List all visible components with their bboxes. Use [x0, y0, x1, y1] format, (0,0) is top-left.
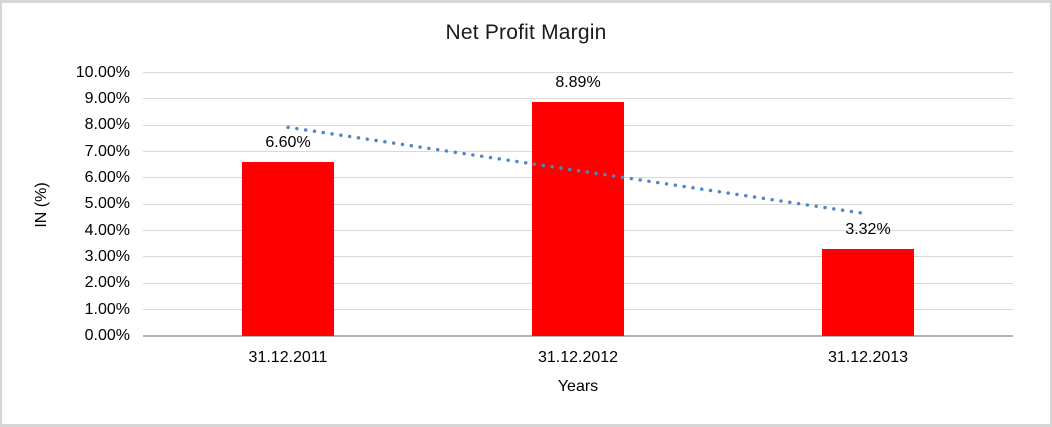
- bar: [532, 101, 624, 336]
- y-tick-label: 0.00%: [84, 327, 130, 344]
- y-tick-label: 2.00%: [84, 274, 130, 292]
- y-tick-label: 6.00%: [84, 168, 130, 186]
- x-category-label: 31.12.2011: [248, 349, 328, 366]
- gridline: [143, 98, 1013, 100]
- y-tick-label: 5.00%: [84, 195, 130, 213]
- y-tick-label: 4.00%: [84, 221, 130, 239]
- x-axis-line: [143, 335, 1013, 337]
- bar-data-label: 8.89%: [555, 73, 601, 91]
- y-tick-label: 3.00%: [84, 247, 130, 265]
- y-tick-label: 10.00%: [75, 63, 130, 81]
- gridline: [143, 72, 1013, 73]
- chart-title: Net Profit Margin: [445, 21, 607, 44]
- x-category-label: 31.12.2013: [827, 349, 909, 366]
- y-tick-label: 9.00%: [84, 89, 130, 107]
- y-tick-label: 1.00%: [84, 300, 130, 318]
- y-tick-label: 7.00%: [84, 142, 130, 160]
- bar: [242, 162, 334, 336]
- x-axis-title: Years: [557, 378, 599, 395]
- y-tick-label: 8.00%: [84, 116, 130, 134]
- x-category-label: 31.12.2012: [537, 349, 619, 366]
- bar: [822, 248, 914, 336]
- bar-data-label: 6.60%: [265, 134, 311, 152]
- bar-data-label: 3.32%: [845, 220, 891, 238]
